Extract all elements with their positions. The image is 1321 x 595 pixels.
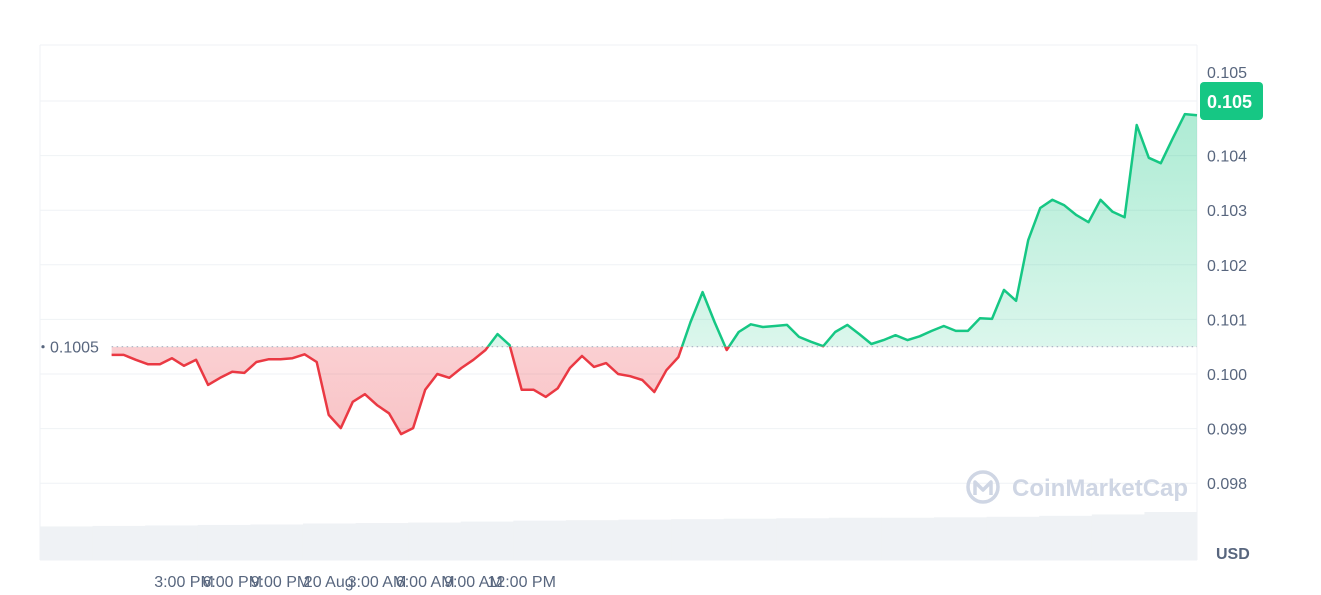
volume-bar <box>776 518 830 560</box>
watermark: CoinMarketCap <box>966 470 1188 504</box>
volume-bar <box>1144 512 1198 560</box>
y-tick-label: 0.104 <box>1207 149 1247 166</box>
watermark-text: CoinMarketCap <box>1012 475 1188 502</box>
area-above-baseline <box>111 114 1197 347</box>
y-tick-label: 0.102 <box>1207 258 1247 275</box>
y-tick-label: 0.101 <box>1207 312 1247 329</box>
y-tick-label: 0.098 <box>1207 476 1247 493</box>
volume-bar <box>565 520 619 560</box>
volume-bar <box>40 526 94 560</box>
volume-bar <box>92 525 146 560</box>
volume-bar <box>671 519 725 560</box>
x-tick-label: 12:00 PM <box>487 574 555 591</box>
current-price-label: 0.105 <box>1207 92 1252 112</box>
y-tick-label: 0.105 <box>1207 65 1247 82</box>
x-tick-label: 6:00 AM <box>396 574 455 591</box>
volume-bars <box>40 512 1198 560</box>
x-tick-label: 9:00 PM <box>251 574 311 591</box>
volume-bar <box>408 522 462 560</box>
grid-lines <box>40 100 1197 484</box>
coinmarketcap-logo-icon <box>966 470 1000 504</box>
volume-bar <box>302 523 357 560</box>
volume-bar <box>197 524 251 560</box>
x-tick-label: 3:00 PM <box>154 574 214 591</box>
y-tick-label: 0.103 <box>1207 203 1247 220</box>
volume-bar <box>460 521 514 560</box>
volume-bar <box>355 523 409 560</box>
volume-bar <box>828 517 882 560</box>
volume-bar <box>513 520 567 560</box>
baseline-label: 0.1005 <box>50 340 99 357</box>
x-tick-label: 9:00 AM <box>444 574 503 591</box>
current-price-badge: 0.105 <box>1200 82 1263 120</box>
volume-bar <box>1091 514 1145 560</box>
volume-bar <box>934 517 988 560</box>
baseline-marker <box>41 345 45 349</box>
volume-bar <box>250 524 304 560</box>
volume-bar <box>723 518 777 560</box>
price-line-down <box>111 346 825 436</box>
volume-bar <box>618 519 672 560</box>
x-tick-label: 20 Aug <box>304 574 354 591</box>
volume-bar <box>1039 515 1093 560</box>
currency-label: USD <box>1216 546 1250 563</box>
y-tick-label: 0.099 <box>1207 422 1247 439</box>
price-line-up <box>486 112 1198 347</box>
volume-bar <box>881 517 935 560</box>
volume-bar <box>145 525 199 560</box>
volume-bar <box>986 516 1040 560</box>
price-line <box>111 112 1198 436</box>
y-axis: 0.098 0.099 0.100 0.101 0.102 0.103 0.104 0.105 <box>1207 65 1247 493</box>
area-below-baseline <box>111 346 729 435</box>
x-tick-label: 6:00 PM <box>202 574 262 591</box>
x-tick-label: 3:00 AM <box>348 574 407 591</box>
y-tick-label: 0.100 <box>1207 367 1247 384</box>
price-area <box>111 114 1197 435</box>
